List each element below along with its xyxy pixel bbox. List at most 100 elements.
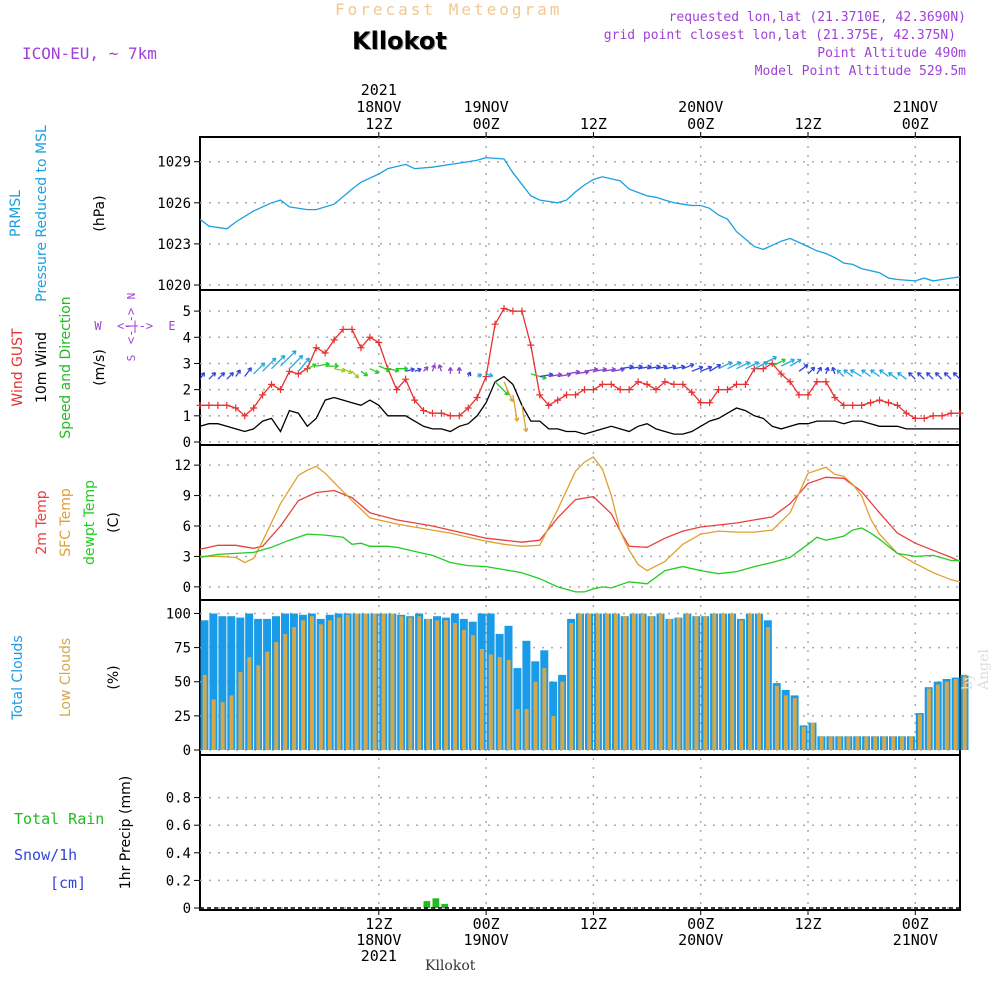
- gust-marker: [276, 386, 284, 394]
- wind-arrow: [447, 366, 453, 374]
- wind-arrow: [307, 363, 317, 370]
- gust-marker: [876, 396, 884, 404]
- footer-location: Kllokot: [425, 958, 476, 974]
- y-tick-label: 50: [174, 675, 191, 691]
- gust-marker: [902, 409, 910, 417]
- wind-arrow: [262, 357, 277, 372]
- gust-marker: [724, 386, 732, 394]
- bar: [381, 613, 386, 750]
- bar: [569, 623, 574, 750]
- bar: [926, 688, 931, 750]
- gust-marker: [500, 304, 508, 312]
- y-tick-label: 0: [183, 580, 191, 596]
- axis-label: (C): [106, 512, 122, 533]
- bar: [810, 722, 815, 750]
- gust-marker: [446, 412, 454, 420]
- axis-label: Pressure Reduced to MSL: [34, 125, 50, 302]
- axis-label: Low Clouds: [58, 638, 74, 717]
- bar: [479, 649, 484, 750]
- gust-marker: [589, 386, 597, 394]
- gust-marker: [536, 391, 544, 399]
- gust-marker: [670, 380, 678, 388]
- bar: [426, 618, 431, 750]
- bottom-time-label: 20NOV: [678, 931, 723, 949]
- bar: [685, 613, 690, 750]
- gust-marker: [259, 391, 267, 399]
- gust-marker: [652, 386, 660, 394]
- wind-arrow: [934, 371, 943, 380]
- top-time-label: 12Z: [365, 115, 392, 133]
- y-tick-label: 100: [166, 606, 191, 622]
- wind-arrow: [879, 369, 889, 378]
- bar: [676, 617, 681, 750]
- axis-label: (hPa): [92, 195, 108, 231]
- bar: [462, 629, 466, 750]
- gust-marker: [795, 391, 803, 399]
- gust-marker: [527, 341, 535, 349]
- gust-marker: [911, 414, 919, 422]
- gust-marker: [294, 370, 302, 378]
- gust-marker: [563, 391, 571, 399]
- bar: [318, 624, 323, 750]
- y-tick-label: 0.4: [166, 846, 191, 862]
- gust-marker: [706, 399, 714, 407]
- bar: [882, 736, 887, 750]
- axis-label: 2m Temp: [34, 490, 50, 554]
- gust-marker: [929, 412, 937, 420]
- bottom-time-label: 12Z: [580, 915, 607, 933]
- gust-marker: [366, 333, 374, 341]
- y-tick-label: 0: [183, 743, 191, 759]
- bar: [211, 699, 216, 750]
- bar: [828, 736, 833, 750]
- bar: [227, 616, 236, 750]
- bar: [488, 654, 493, 750]
- y-tick-label: 1029: [157, 155, 191, 171]
- top-time-label: 20NOV: [678, 98, 723, 116]
- panel-frame-precip: [199, 754, 961, 911]
- bar: [712, 613, 717, 750]
- wind-arrow: [916, 371, 925, 380]
- y-tick-label: 3: [183, 549, 191, 565]
- top-time-label: 12Z: [794, 115, 821, 133]
- compass-north: N: [125, 293, 138, 300]
- bar: [837, 736, 842, 750]
- gust-marker: [750, 365, 758, 373]
- wind-arrow: [530, 373, 547, 381]
- bar: [533, 681, 538, 750]
- gust-marker: [268, 380, 276, 388]
- wind-arrow: [396, 366, 409, 372]
- bar: [864, 736, 869, 750]
- top-time-label: 00Z: [473, 115, 500, 133]
- gust-marker: [464, 404, 472, 412]
- wind-arrow: [736, 361, 751, 370]
- wind-arrow: [369, 368, 380, 375]
- wind-arrow: [763, 355, 778, 365]
- snow-unit-legend: [cm]: [50, 874, 87, 892]
- top-time-label: 12Z: [580, 115, 607, 133]
- point-altitude: Point Altitude 490m: [817, 46, 966, 61]
- bar: [819, 736, 824, 750]
- bar: [336, 617, 341, 750]
- wind-arrow: [437, 364, 443, 372]
- gust-marker: [661, 378, 669, 386]
- wind-arrow: [870, 369, 880, 378]
- gust-marker: [420, 407, 428, 415]
- panel-wind: 0 1 2 3 4 5 Wind GUST 10m Wind Speed and Directi…: [10, 293, 964, 451]
- wind-arrow: [952, 371, 961, 380]
- gust-marker: [616, 386, 624, 394]
- gust-marker: [849, 401, 857, 409]
- top-time-label: 21NOV: [893, 98, 938, 116]
- wind-arrow: [288, 354, 304, 370]
- y-tick-label: 0.2: [166, 873, 191, 889]
- bar: [855, 736, 860, 750]
- wind-arrow: [943, 371, 952, 380]
- y-tick-label: 0: [183, 435, 191, 451]
- y-tick-label: 2: [183, 383, 191, 399]
- bottom-time-label: 19NOV: [464, 931, 509, 949]
- gust-marker: [858, 401, 866, 409]
- y-tick-label: 6: [183, 519, 191, 535]
- bar: [444, 620, 449, 750]
- bar: [614, 613, 618, 750]
- series-line: [200, 307, 960, 420]
